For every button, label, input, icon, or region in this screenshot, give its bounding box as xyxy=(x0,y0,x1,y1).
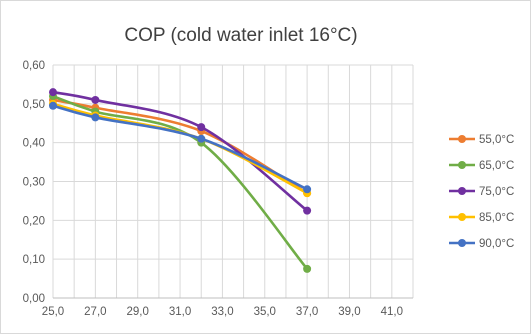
data-point xyxy=(91,113,100,122)
series-line xyxy=(52,104,308,191)
legend-swatch-marker xyxy=(458,161,466,169)
series xyxy=(49,88,312,273)
legend: 55,0°C 65,0°C 75,0°C 85,0°C 90,0°C xyxy=(449,134,514,250)
grid xyxy=(52,64,414,299)
data-point xyxy=(197,123,206,132)
y-tick-label: 0,30 xyxy=(23,177,45,189)
legend-label: 90,0°C xyxy=(479,238,514,250)
y-tick-label: 0,40 xyxy=(23,138,45,150)
legend-swatch-marker xyxy=(458,135,466,143)
axes: 0,00 0,10 0,20 0,30 0,40 0,50 0,60 25,0 27,0 29,0… xyxy=(23,60,413,318)
series-line xyxy=(52,94,309,270)
data-point xyxy=(49,88,57,97)
legend-label: 65,0°C xyxy=(479,160,514,172)
x-tick-label: 31,0 xyxy=(169,306,191,318)
data-point xyxy=(49,101,57,110)
y-tick-label: 0,10 xyxy=(23,254,45,266)
legend-swatch-marker xyxy=(458,213,466,221)
x-tick-label: 39,0 xyxy=(338,306,360,318)
legend-label: 75,0°C xyxy=(479,186,514,198)
legend-swatch-marker xyxy=(458,187,466,195)
x-tick-label: 27,0 xyxy=(84,306,106,318)
legend-label: 85,0°C xyxy=(479,212,514,224)
legend-entry: 55,0°C xyxy=(449,134,514,146)
x-tick-label: 37,0 xyxy=(296,306,318,318)
y-tick-label: 0,50 xyxy=(23,99,45,111)
x-tick-label: 25,0 xyxy=(42,306,64,318)
y-tick-label: 0,20 xyxy=(23,215,45,227)
data-point xyxy=(303,185,312,194)
legend-label: 55,0°C xyxy=(479,134,514,146)
x-tick-label: 29,0 xyxy=(127,306,149,318)
y-tick-label: 0,60 xyxy=(23,60,45,72)
y-tick-label: 0,00 xyxy=(23,293,45,305)
legend-swatch-marker xyxy=(458,239,466,247)
data-point xyxy=(197,134,206,143)
chart-title: COP (cold water inlet 16°C) xyxy=(124,25,357,46)
legend-entry: 90,0°C xyxy=(449,238,514,250)
data-point xyxy=(303,264,312,273)
legend-entry: 75,0°C xyxy=(449,186,514,198)
legend-entry: 85,0°C xyxy=(449,212,514,224)
x-tick-label: 33,0 xyxy=(211,306,233,318)
x-tick-label: 35,0 xyxy=(254,306,276,318)
data-point xyxy=(303,206,312,215)
x-tick-label: 41,0 xyxy=(381,306,403,318)
legend-entry: 65,0°C xyxy=(449,160,514,172)
series-line xyxy=(52,90,308,212)
data-point xyxy=(91,95,100,104)
